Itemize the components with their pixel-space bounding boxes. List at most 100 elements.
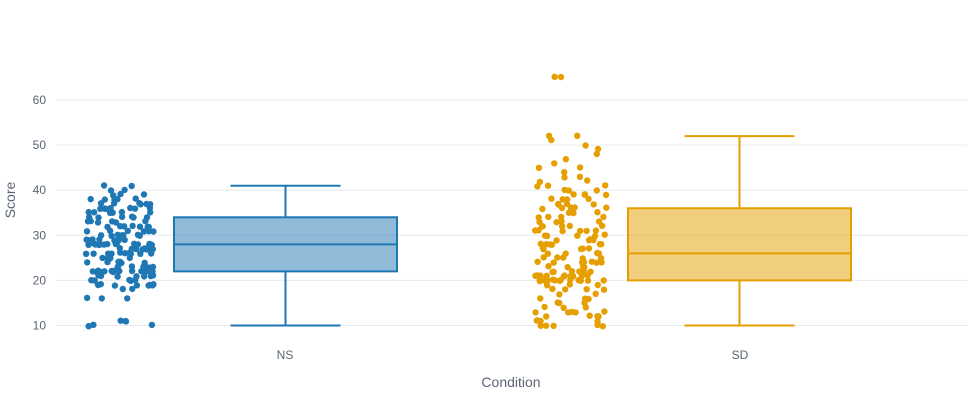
data-point [536,178,544,186]
data-point [104,240,111,248]
data-point [537,240,544,247]
data-point [581,191,589,198]
y-tick-label: 60 [33,93,47,107]
data-point [556,291,563,298]
data-point [114,273,121,280]
data-point [91,209,98,216]
data-point [541,303,548,311]
iqr-box [627,207,852,282]
data-point [548,195,555,202]
data-point [551,160,558,167]
data-point [95,267,102,274]
data-point [122,318,130,325]
data-point [117,190,124,198]
data-point [131,205,139,212]
data-point [133,282,141,289]
data-point [84,259,91,266]
data-point [535,164,543,171]
data-point [553,219,560,226]
data-point [129,222,136,230]
data-point [127,204,134,212]
data-point [128,267,136,275]
data-point [82,250,90,257]
data-point [584,277,592,284]
x-axis-title: Condition [481,374,540,390]
data-point [602,191,610,199]
data-point [583,286,590,293]
data-point [101,196,109,203]
data-point [94,219,102,226]
plot-area [82,73,852,330]
data-point [110,192,117,199]
data-point [140,228,148,235]
data-point [549,276,557,283]
data-point [545,263,552,270]
data-point [149,263,157,271]
data-point [101,268,108,275]
data-point [574,132,581,139]
data-point [585,195,592,203]
data-point [603,204,610,211]
data-point [562,250,569,257]
y-axis-title: Score [2,182,18,219]
data-point [108,218,116,225]
data-point [565,209,573,216]
data-point [146,241,153,249]
data-point [532,272,539,279]
data-point [102,205,110,212]
data-point [128,182,135,190]
data-point [592,290,599,297]
y-tick-label: 20 [33,273,47,287]
data-point [560,273,567,280]
data-point [118,213,126,221]
data-point [149,282,156,289]
series-ns [82,182,398,330]
x-tick-label: NS [277,348,294,362]
data-point [544,250,552,257]
data-point [115,258,122,265]
data-point [543,282,551,289]
data-point [566,222,573,230]
data-point [536,277,543,284]
data-point [601,231,608,238]
data-point [576,227,584,235]
data-point [586,312,593,319]
data-point [587,268,594,275]
data-point [574,232,581,239]
data-point [581,295,589,302]
data-point [104,223,111,231]
data-point [98,295,106,302]
data-point [557,73,565,81]
data-point [117,317,124,324]
data-point [97,281,105,288]
data-point [534,258,541,265]
y-tick-labels: 10 20 30 40 50 60 [33,93,47,332]
data-point [547,241,554,248]
data-point [107,187,115,194]
data-point [563,196,571,203]
data-point [97,205,104,212]
data-point [539,205,546,213]
data-point [577,245,585,253]
data-point [551,73,558,81]
data-point [572,309,579,316]
data-point [570,191,577,198]
data-point [85,323,92,330]
data-point [579,255,586,262]
data-point [119,285,127,293]
data-point [561,169,568,176]
data-point [128,213,136,220]
data-point [132,195,139,202]
data-point [128,245,135,252]
data-point [588,258,596,265]
data-point [121,186,128,194]
data-point [587,236,594,243]
data-point [555,200,562,208]
data-point [594,281,601,289]
data-point [554,299,561,306]
data-point [88,277,95,284]
data-point [549,285,556,293]
data-point [600,213,607,221]
y-tick-label: 40 [33,183,47,197]
data-point [558,223,566,230]
